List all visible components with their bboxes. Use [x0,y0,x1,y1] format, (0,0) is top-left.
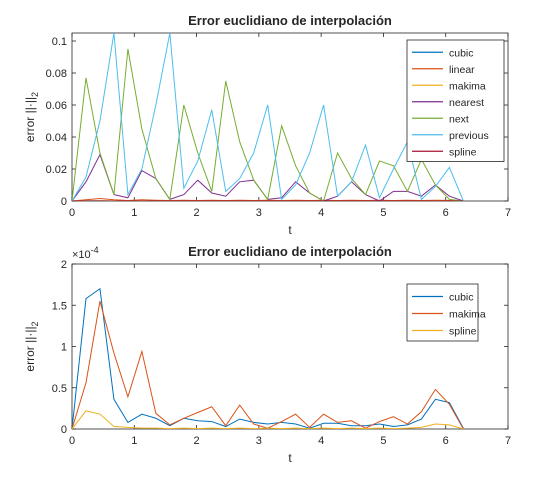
x-axis-label: t [288,223,292,237]
legend-label-linear: linear [449,64,475,76]
y-axis-label: error ||·||2 [23,321,40,371]
y-tick-label: 1.5 [52,300,67,312]
y-axis-label: error ||·||2 [23,92,40,142]
legend-label-spline: spline [449,146,477,158]
legend-label-cubic: cubic [449,292,474,304]
chart-title: Error euclidiano de interpolación [188,13,392,28]
y-tick-label: 0 [61,424,67,436]
legend-label-previous: previous [449,130,489,142]
legend-label-spline: spline [449,326,477,338]
x-tick-label: 2 [194,435,200,447]
x-tick-label: 1 [131,207,137,219]
x-tick-label: 4 [318,435,324,447]
y-tick-label: 2 [61,259,67,271]
x-tick-label: 0 [69,207,75,219]
legend-label-next: next [449,113,469,125]
y-tick-label: 1 [61,342,67,354]
y-tick-label: 0 [61,196,67,208]
x-tick-label: 5 [380,435,386,447]
chart-1: 0 1 2 3 4 5 6 7 0 0.02 0.04 0.06 0.08 0.1 Error euclid… [23,13,511,237]
x-tick-label: 4 [318,207,324,219]
x-tick-label: 3 [256,435,262,447]
legend-label-nearest: nearest [449,97,484,109]
legend-label-makima: makima [449,80,486,92]
legend-label-makima: makima [449,309,486,321]
legend-label-cubic: cubic [449,47,474,59]
chart-title: Error euclidiano de interpolación [188,244,392,259]
x-tick-label: 7 [505,207,511,219]
y-tick-label: 0.1 [52,36,67,48]
x-tick-label: 5 [380,207,386,219]
y-tick-label: 0.06 [46,100,67,112]
x-tick-label: 0 [69,435,75,447]
y-tick-label: 0.02 [46,164,67,176]
y-tick-label: 0.5 [52,383,67,395]
x-tick-label: 2 [194,207,200,219]
x-axis-label: t [288,451,292,465]
chart-2: 0 1 2 3 4 5 6 7 0 0.5 1 1.5 2 ×10-4 Error euclidiano d… [23,244,511,465]
x-tick-label: 7 [505,435,511,447]
x-tick-label: 1 [131,435,137,447]
y-tick-label: 0.04 [46,132,67,144]
y-tick-label: 0.08 [46,68,67,80]
x-tick-label: 6 [443,435,449,447]
y-exponent-label: ×10-4 [72,245,99,261]
x-tick-label: 6 [443,207,449,219]
x-tick-label: 3 [256,207,262,219]
